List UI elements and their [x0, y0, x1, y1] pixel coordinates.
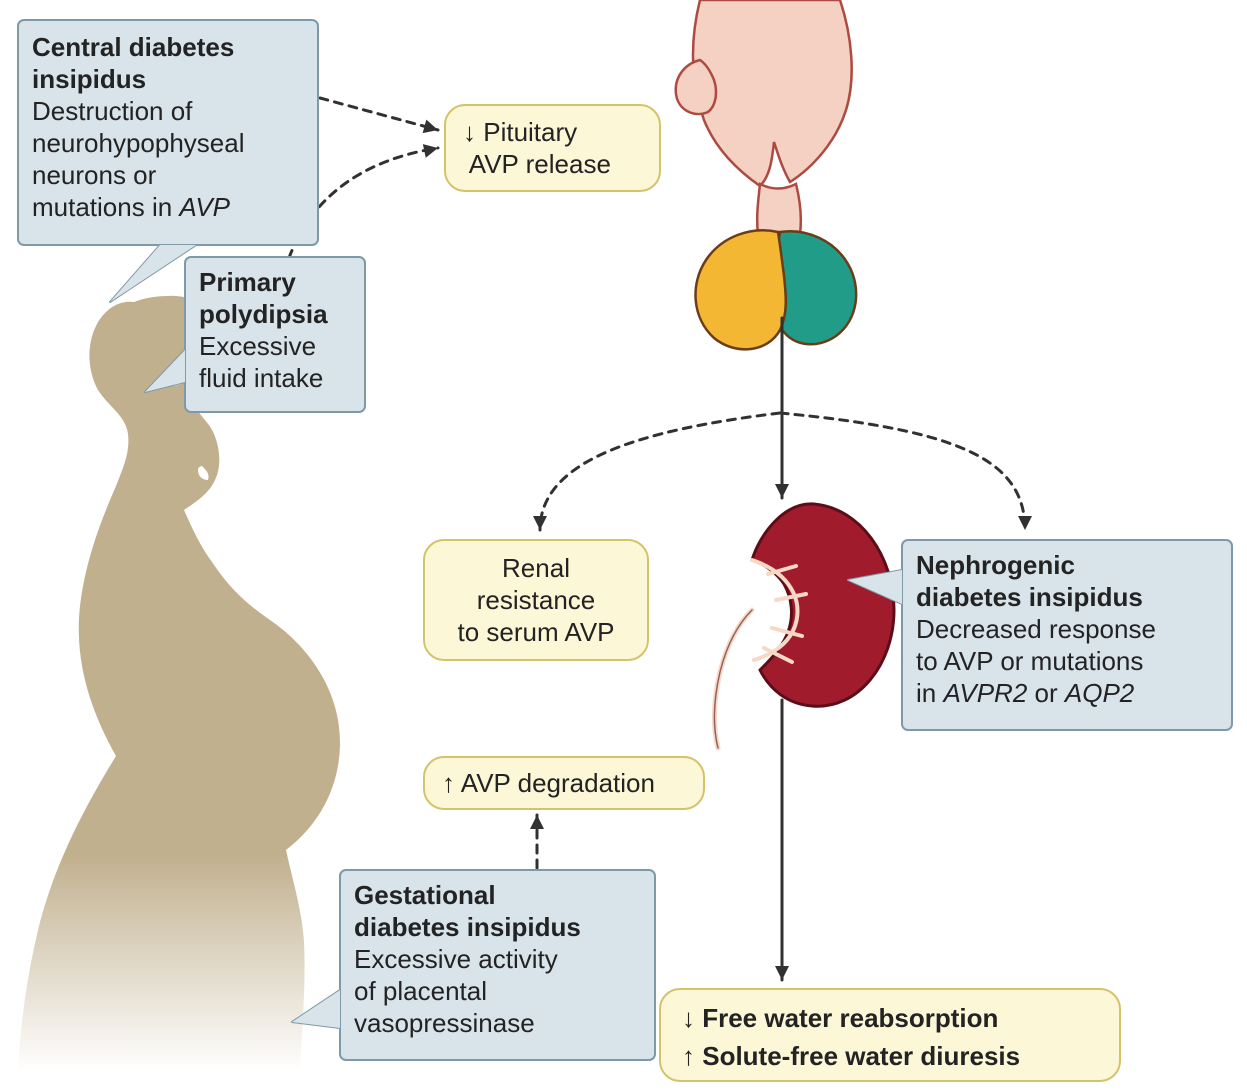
- avp-degradation-box: ↑ AVP degradation: [424, 757, 704, 809]
- pituitary-release-box: ↓ Pituitary AVP release: [445, 105, 660, 191]
- nephrogenic-di-box: Nephrogenicdiabetes insipidusDecreased r…: [848, 540, 1232, 730]
- gestational-di-box: Gestationaldiabetes insipidusExcessive a…: [292, 870, 655, 1060]
- pituitary-gland: [676, 0, 856, 349]
- outcome-box: ↓ Free water reabsorption↑ Solute-free w…: [660, 989, 1120, 1081]
- renal-resistance-box: Renalresistanceto serum AVP: [424, 540, 648, 660]
- kidney-organ: [714, 504, 894, 748]
- avp-degradation-box-text: ↑ AVP degradation: [442, 768, 655, 798]
